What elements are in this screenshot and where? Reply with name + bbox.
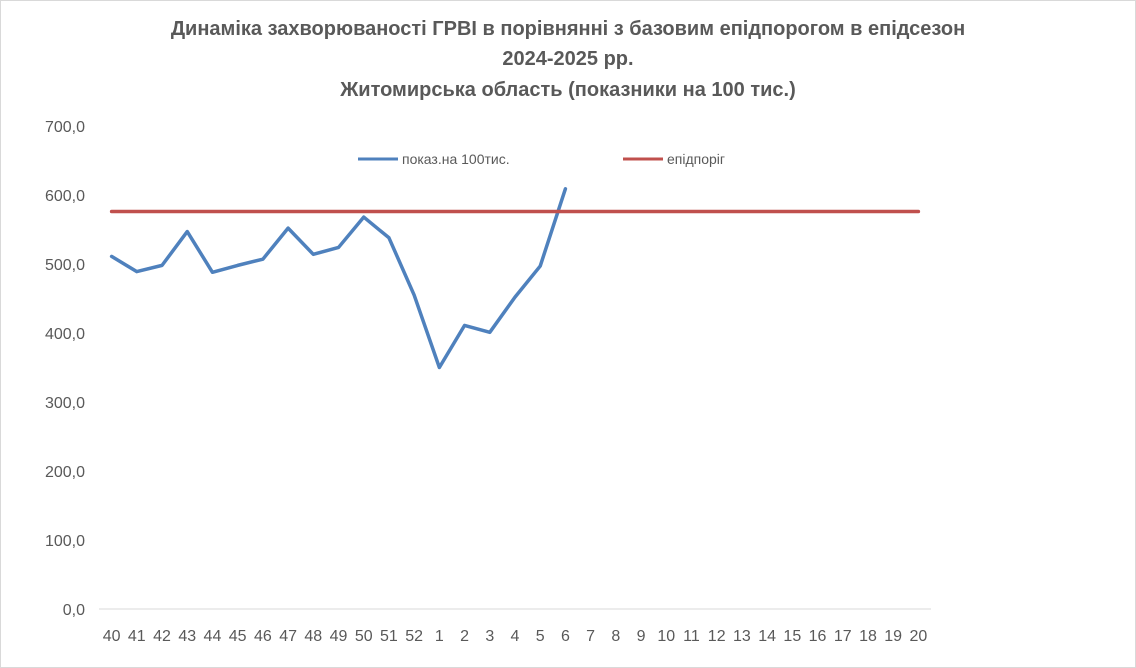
x-tick-label: 15: [783, 628, 801, 645]
x-tick-label: 4: [511, 628, 520, 645]
chart-title: Динаміка захворюваності ГРВІ в порівнянн…: [171, 18, 965, 101]
x-tick-label: 51: [380, 628, 398, 645]
x-tick-label: 16: [809, 628, 827, 645]
x-tick-label: 48: [304, 628, 322, 645]
x-tick-label: 7: [586, 628, 595, 645]
x-tick-label: 40: [103, 628, 121, 645]
y-tick-label: 600,0: [45, 188, 85, 205]
x-tick-label: 1: [435, 628, 444, 645]
y-tick-label: 100,0: [45, 533, 85, 550]
x-tick-label: 2: [460, 628, 469, 645]
chart-title-line-1: Динаміка захворюваності ГРВІ в порівнянн…: [171, 18, 965, 40]
x-tick-label: 19: [884, 628, 902, 645]
chart-title-line-3: Житомирська область (показники на 100 ти…: [339, 79, 796, 101]
series-line-1: [109, 187, 568, 370]
y-tick-label: 0,0: [63, 602, 85, 619]
x-tick-label: 11: [683, 628, 700, 645]
x-tick-label: 13: [733, 628, 751, 645]
legend-label-series-2: епідпоріг: [667, 151, 725, 167]
legend-label-series-1: показ.на 100тис.: [402, 151, 510, 167]
legend: показ.на 100тис. епідпоріг: [358, 151, 725, 167]
x-tick-label: 12: [708, 628, 726, 645]
y-tick-label: 200,0: [45, 464, 85, 481]
x-tick-label: 10: [657, 628, 675, 645]
x-tick-label: 52: [405, 628, 423, 645]
x-tick-label: 46: [254, 628, 272, 645]
chart-title-line-2: 2024-2025 рр.: [502, 48, 633, 70]
x-tick-label: 44: [204, 628, 222, 645]
x-tick-label: 47: [279, 628, 297, 645]
x-tick-label: 50: [355, 628, 373, 645]
x-tick-label: 17: [834, 628, 852, 645]
x-tick-label: 5: [536, 628, 545, 645]
axes: 0,0 100,0 200,0 300,0 400,0 500,0 600,0 700,0 40…: [45, 119, 931, 645]
series-lines: [109, 187, 921, 370]
y-tick-label: 300,0: [45, 395, 85, 412]
x-tick-label: 6: [561, 628, 570, 645]
x-tick-label: 3: [485, 628, 494, 645]
x-tick-label: 49: [330, 628, 348, 645]
y-tick-label: 500,0: [45, 257, 85, 274]
y-tick-label: 400,0: [45, 326, 85, 343]
x-tick-label: 45: [229, 628, 247, 645]
x-tick-label: 20: [909, 628, 927, 645]
y-tick-label: 700,0: [45, 119, 85, 136]
x-tick-label: 8: [611, 628, 620, 645]
x-tick-label: 9: [637, 628, 646, 645]
x-tick-label: 14: [758, 628, 776, 645]
x-tick-label: 42: [153, 628, 171, 645]
x-tick-label: 41: [128, 628, 146, 645]
x-tick-label: 18: [859, 628, 877, 645]
x-tick-label: 43: [178, 628, 196, 645]
